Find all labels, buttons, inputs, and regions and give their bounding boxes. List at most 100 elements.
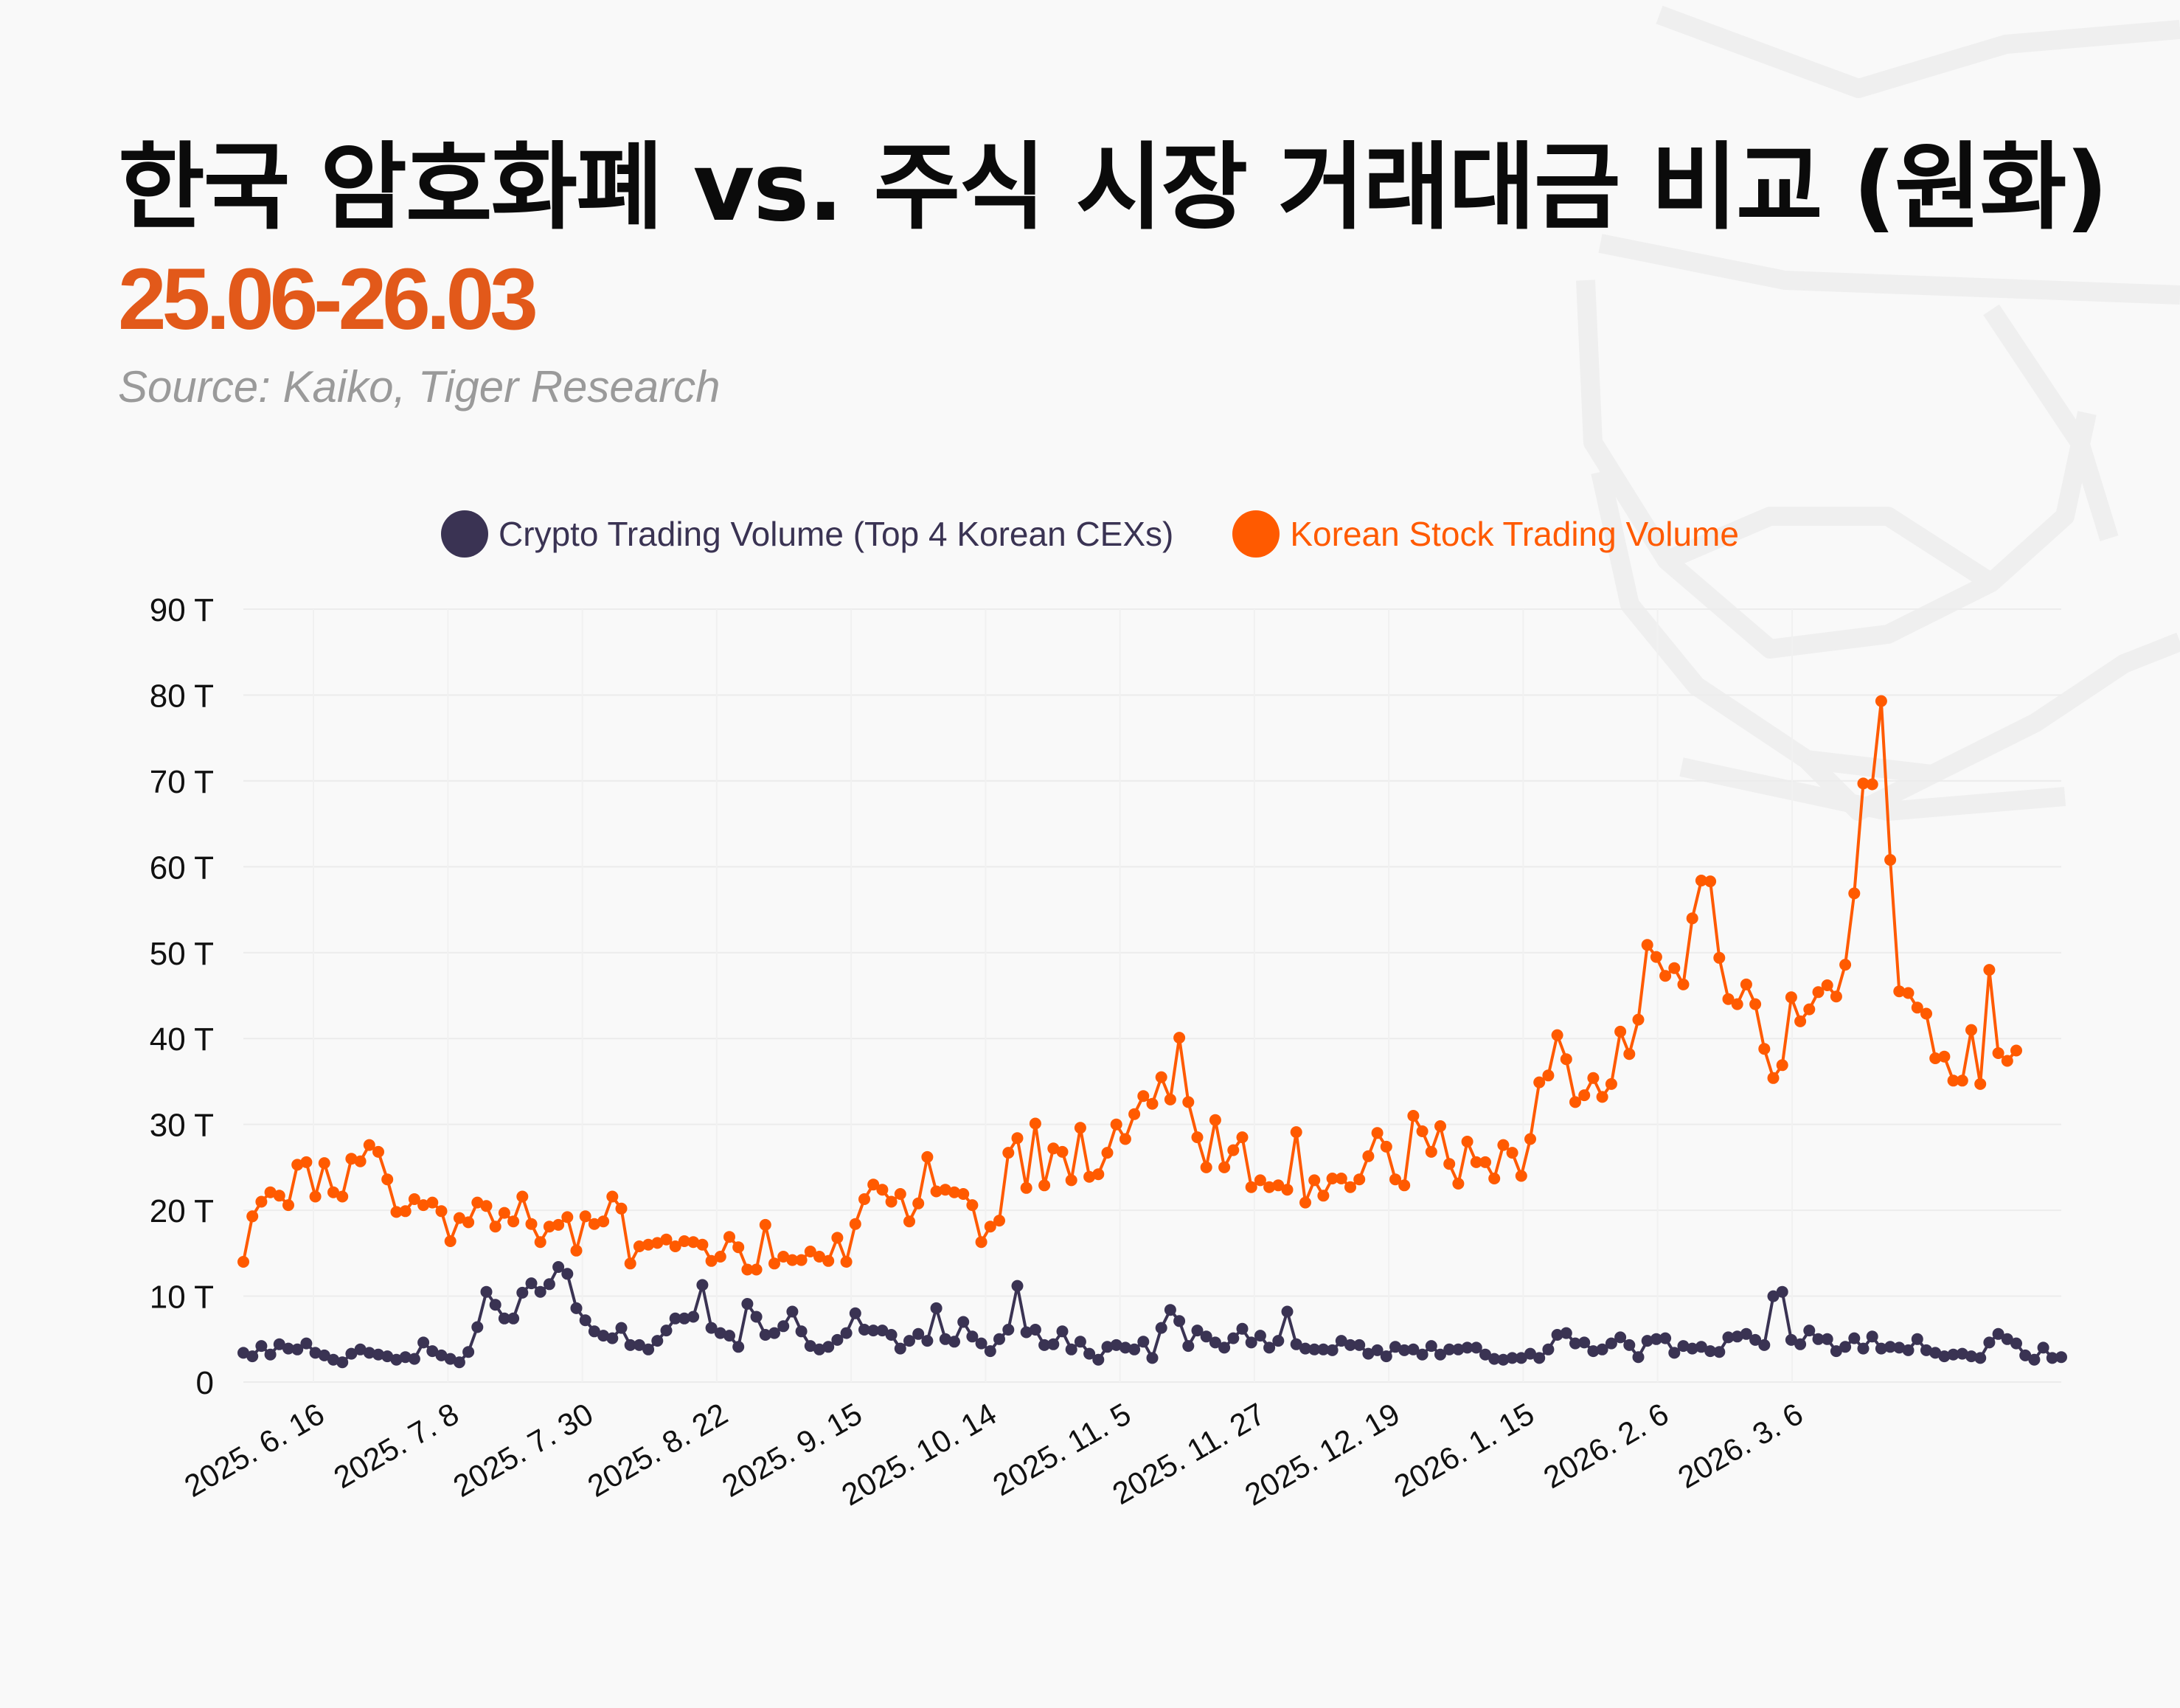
crypto-data-point [1083, 1347, 1096, 1360]
crypto-data-point [597, 1330, 610, 1342]
stock-data-point [237, 1256, 249, 1268]
crypto-data-point [1038, 1339, 1051, 1351]
stock-data-point [1461, 1136, 1473, 1148]
stock-data-point [966, 1199, 979, 1212]
crypto-data-point [858, 1324, 870, 1336]
stock-data-point [1641, 939, 1653, 951]
stock-data-point [1254, 1174, 1266, 1187]
crypto-data-point [1641, 1335, 1653, 1347]
stock-data-point [1182, 1096, 1195, 1108]
stock-data-point [1245, 1181, 1257, 1193]
crypto-data-point [921, 1335, 934, 1347]
stock-data-point [957, 1188, 970, 1200]
crypto-data-point [1659, 1332, 1672, 1344]
crypto-data-point [606, 1332, 619, 1344]
stock-data-point [1263, 1181, 1276, 1193]
crypto-data-point [1956, 1347, 1968, 1360]
stock-data-point [1479, 1156, 1491, 1168]
stock-data-point [2010, 1044, 2022, 1057]
stock-data-point [696, 1238, 709, 1251]
stock-data-point [1956, 1075, 1968, 1087]
crypto-data-point [1407, 1343, 1420, 1355]
crypto-data-point [1695, 1341, 1707, 1353]
stock-data-point [426, 1196, 439, 1209]
crypto-data-point [1326, 1344, 1339, 1356]
stock-data-point [813, 1251, 825, 1263]
crypto-data-point [1434, 1348, 1446, 1361]
crypto-data-point [1344, 1339, 1356, 1351]
crypto-data-point [1560, 1327, 1572, 1339]
stock-data-point [1326, 1173, 1339, 1184]
stock-data-point [1650, 951, 1662, 963]
crypto-data-point [1551, 1329, 1563, 1341]
crypto-data-point [768, 1327, 780, 1339]
crypto-data-point [831, 1333, 844, 1346]
stock-data-point [750, 1263, 763, 1276]
stock-data-point [723, 1231, 735, 1243]
crypto-data-point [1308, 1343, 1321, 1355]
stock-data-point [975, 1236, 987, 1249]
stock-data-point [2001, 1055, 2013, 1067]
stock-data-point [1155, 1071, 1167, 1083]
stock-data-point [921, 1150, 934, 1163]
crypto-data-point [300, 1337, 313, 1350]
y-tick-label: 10 T [150, 1280, 214, 1316]
crypto-data-point [1614, 1331, 1627, 1344]
stock-data-point [489, 1221, 501, 1233]
stock-data-point [1101, 1147, 1114, 1159]
stock-data-point [507, 1215, 520, 1228]
crypto-data-point [669, 1312, 681, 1325]
legend-item-crypto[interactable]: Crypto Trading Volume (Top 4 Korean CEXs… [441, 510, 1173, 558]
stock-data-point [1551, 1029, 1563, 1041]
stock-data-point [1047, 1142, 1060, 1155]
stock-data-point [516, 1190, 529, 1203]
crypto-data-point [759, 1329, 771, 1341]
legend-item-stock[interactable]: Korean Stock Trading Volume [1232, 510, 1739, 558]
crypto-data-point [264, 1348, 277, 1361]
stock-data-point [1416, 1125, 1429, 1137]
stock-data-point [1119, 1133, 1131, 1145]
stock-data-point [300, 1156, 313, 1168]
stock-data-point [1569, 1096, 1581, 1108]
crypto-data-point [444, 1353, 457, 1365]
crypto-data-point [2028, 1353, 2041, 1366]
crypto-data-point [1200, 1330, 1212, 1343]
crypto-data-point [1578, 1336, 1591, 1349]
crypto-data-point [1173, 1315, 1186, 1327]
crypto-data-point [1128, 1343, 1141, 1355]
crypto-data-point [1632, 1351, 1645, 1364]
crypto-data-point [1479, 1348, 1491, 1361]
crypto-data-point [939, 1333, 951, 1345]
stock-data-point [777, 1251, 790, 1263]
stock-data-point [1902, 987, 1915, 999]
crypto-data-point [354, 1343, 367, 1355]
stock-data-point [309, 1190, 322, 1203]
crypto-data-point [1389, 1341, 1401, 1353]
stock-data-point [543, 1221, 555, 1233]
stock-data-point [1065, 1174, 1077, 1187]
crypto-data-point [1047, 1338, 1060, 1350]
crypto-data-point [1254, 1330, 1266, 1342]
stock-data-point [255, 1195, 268, 1208]
crypto-data-point [804, 1340, 816, 1353]
stock-data-point [1200, 1161, 1212, 1173]
crypto-data-point [885, 1329, 898, 1341]
y-tick-label: 70 T [150, 764, 214, 800]
crypto-data-point [1920, 1344, 1932, 1356]
chart-source: Source: Kaiko, Tiger Research [118, 362, 721, 412]
x-tick-label: 2025. 10. 14 [836, 1396, 1002, 1512]
stock-data-point [732, 1241, 745, 1254]
crypto-data-point [1533, 1352, 1546, 1364]
crypto-data-point [390, 1353, 403, 1366]
crypto-data-point [741, 1298, 754, 1310]
stock-data-point [1533, 1076, 1546, 1089]
crypto-data-point [1236, 1322, 1249, 1335]
legend-label-crypto: Crypto Trading Volume (Top 4 Korean CEXs… [499, 515, 1174, 553]
x-tick-label: 2025. 7. 30 [448, 1396, 600, 1504]
stock-data-point [480, 1200, 493, 1212]
crypto-data-point [534, 1285, 546, 1298]
x-tick-label: 2025. 6. 16 [178, 1396, 330, 1504]
stock-data-point [1398, 1179, 1411, 1192]
stock-data-point [1965, 1024, 1977, 1036]
